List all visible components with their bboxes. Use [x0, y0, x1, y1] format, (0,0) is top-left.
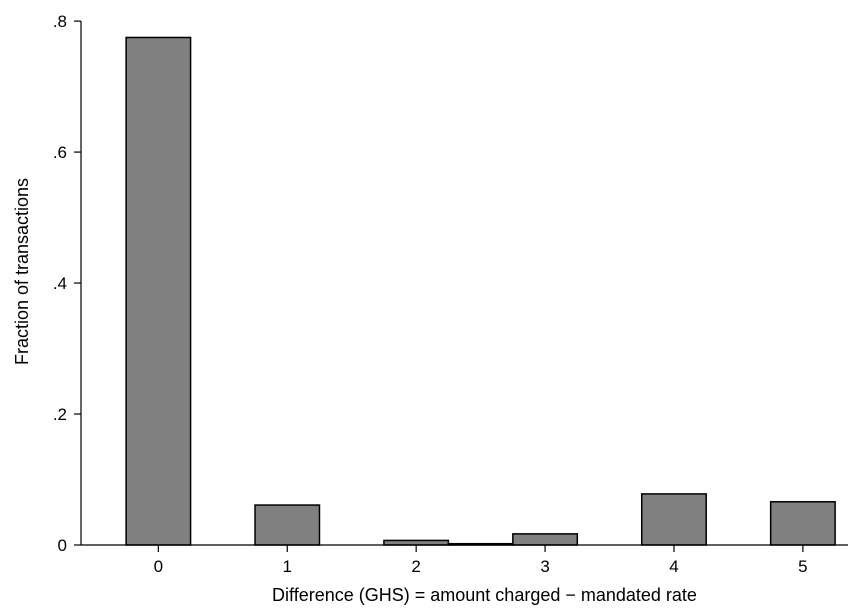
x-tick-label-5: 5 — [798, 557, 807, 576]
y-tick-label-1: .2 — [53, 405, 67, 424]
bar-6 — [769, 501, 836, 546]
bar-1 — [254, 504, 321, 546]
bars — [125, 36, 836, 546]
bar-4 — [512, 533, 579, 546]
y-tick-label-2: .4 — [53, 274, 67, 293]
y-tick-label-3: .6 — [53, 143, 67, 162]
bar-5 — [640, 493, 707, 546]
x-axis-title: Difference (GHS) = amount charged − mand… — [272, 585, 697, 605]
x-tick-label-2: 2 — [411, 557, 420, 576]
x-tick-label-4: 4 — [669, 557, 678, 576]
y-tick-label-0: 0 — [58, 536, 67, 555]
x-tick-label-1: 1 — [283, 557, 292, 576]
x-axis-ticks: 0 1 2 3 4 5 — [154, 545, 808, 576]
y-axis-ticks: 0 .2 .4 .6 .8 — [53, 12, 81, 555]
bar-0 — [125, 36, 192, 546]
y-tick-label-4: .8 — [53, 12, 67, 31]
x-tick-label-0: 0 — [154, 557, 163, 576]
x-tick-label-3: 3 — [540, 557, 549, 576]
bar-2 — [383, 539, 450, 546]
y-axis-title: Fraction of transactions — [12, 178, 32, 365]
